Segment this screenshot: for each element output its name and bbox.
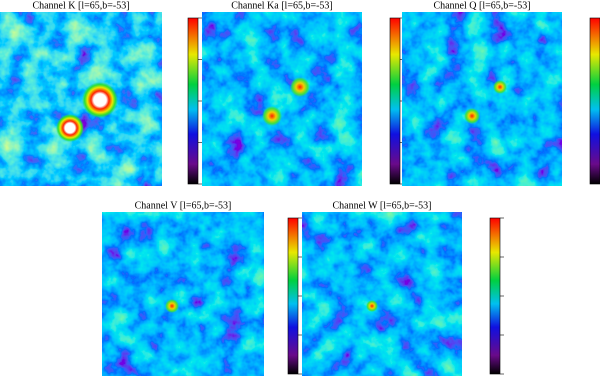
colorbar [589,17,600,185]
colorbar [389,17,401,185]
point-source [464,108,480,124]
point-source [82,82,118,118]
map-panel: Channel V [l=65,b=-53] [102,200,302,376]
point-source [56,114,84,142]
point-source [493,80,507,94]
panel-title: Channel Q [l=65,b=-53] [433,0,530,11]
sky-map [402,12,562,186]
map-panel: Channel Q [l=65,b=-53] [402,0,600,186]
panel-title: Channel W [l=65,b=-53] [333,200,432,211]
colorbar [489,217,501,375]
sky-map [202,12,362,186]
panel-title: Channel V [l=65,b=-53] [135,200,232,211]
panel-title: Channel Ka [l=65,b=-53] [231,0,333,11]
sky-map [0,12,162,186]
point-source [165,299,179,313]
sky-map [102,212,264,376]
map-panel: Channel W [l=65,b=-53] [302,200,504,376]
point-source [290,77,310,97]
sky-map [302,212,462,376]
map-panel: Channel Ka [l=65,b=-53] [202,0,404,186]
point-source [262,106,282,126]
panel-title: Channel K [l=65,b=-53] [32,0,129,11]
colorbar [187,17,199,185]
colorbar [287,217,299,375]
point-source [366,300,378,312]
map-panel: Channel K [l=65,b=-53] [0,0,202,186]
